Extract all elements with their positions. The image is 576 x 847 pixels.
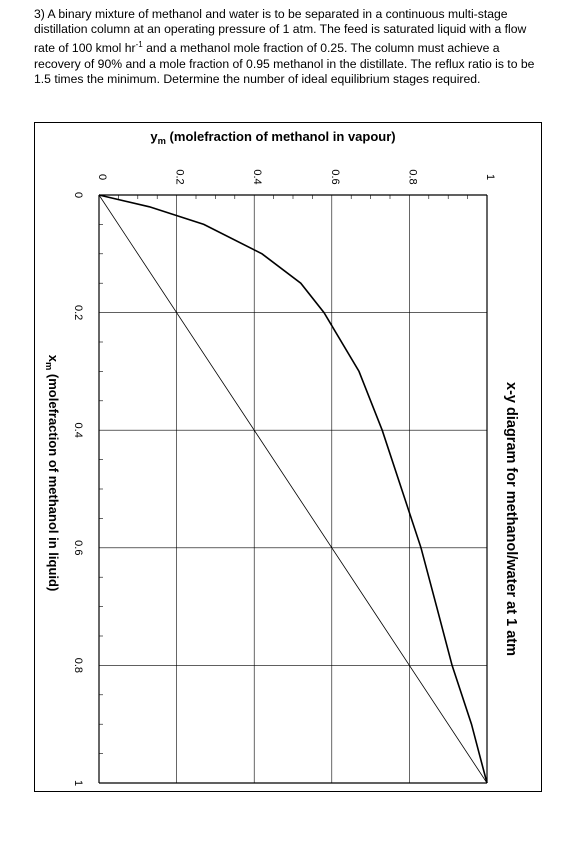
chart-title: x-y diagram for methanol/water at 1 atm <box>503 382 519 656</box>
x-tick-label: 0.8 <box>72 658 84 673</box>
y-axis-label: ym (molefraction of methanol in vapour) <box>150 129 395 146</box>
x-tick-label: 0 <box>72 192 84 198</box>
x-tick-label: 0.6 <box>72 540 84 555</box>
x-tick-label: 0.4 <box>72 423 84 438</box>
y-tick-label: 1 <box>484 174 496 180</box>
equilibrium-curve <box>98 194 488 784</box>
problem-statement: 3) A binary mixture of methanol and wate… <box>34 7 544 87</box>
x-axis-label: xm (molefraction of methanol in liquid) <box>44 355 61 592</box>
problem-superscript: -1 <box>135 40 143 50</box>
y-tick-label: 0.4 <box>251 169 263 184</box>
xy-diagram: 0 0.2 0.4 0.6 0.8 1 0 0.2 0.4 0.6 0.8 1 ym (molefra… <box>44 129 519 786</box>
problem-text-end: and a methanol mole fraction of 0.25. Th… <box>34 41 535 86</box>
y-tick-label: 0.2 <box>174 169 186 184</box>
y-tick-label: 0 <box>96 174 108 180</box>
chart-frame: 0 0.2 0.4 0.6 0.8 1 0 0.2 0.4 0.6 0.8 1 ym (molefra… <box>34 122 542 792</box>
y-tick-label: 0.6 <box>329 169 341 184</box>
x-tick-label: 0.2 <box>72 305 84 320</box>
x-tick-label: 1 <box>72 780 84 786</box>
y-tick-label: 0.8 <box>406 169 418 184</box>
diagonal-line <box>98 194 488 784</box>
problem-text-start: 3) A binary mixture of methanol and wate… <box>34 7 527 56</box>
